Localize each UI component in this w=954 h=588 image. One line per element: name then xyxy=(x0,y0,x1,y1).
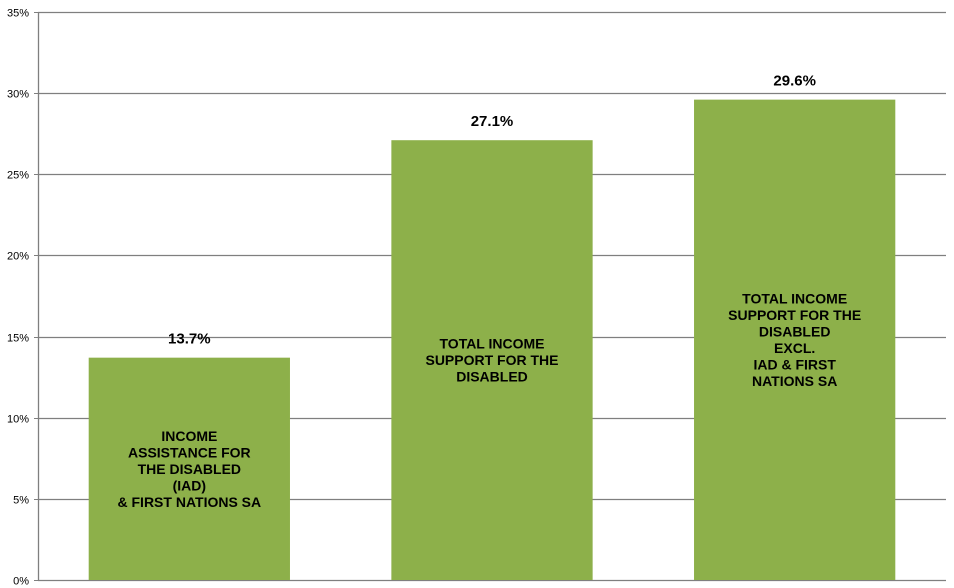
bar-category-label-line: INCOME xyxy=(161,428,217,444)
bar-category-label-line: TOTAL INCOME xyxy=(440,336,545,352)
bars xyxy=(88,99,896,581)
bar xyxy=(88,357,290,580)
bar-category-label-line: NATIONS SA xyxy=(752,373,837,389)
y-tick-label: 15% xyxy=(7,333,29,345)
bar-category-label-line: DISABLED xyxy=(759,324,831,340)
bar-category-label-line: SUPPORT FOR THE xyxy=(728,307,861,323)
bar xyxy=(391,140,593,580)
bar-category-label-line: & FIRST NATIONS SA xyxy=(118,494,262,510)
bar-value-label: 13.7% xyxy=(168,331,211,348)
bar-category-label-line: THE DISABLED xyxy=(138,461,241,477)
bar-value-label: 29.6% xyxy=(773,73,816,90)
bar-category-label-line: SUPPORT FOR THE xyxy=(425,352,558,368)
bar-category-label-line: ASSISTANCE FOR xyxy=(128,444,251,460)
y-tick-label: 10% xyxy=(7,414,29,426)
bar-category-label-line: TOTAL INCOME xyxy=(742,291,847,307)
y-tick-label: 25% xyxy=(7,170,29,182)
y-tick-label: 0% xyxy=(13,576,29,588)
bar-category-label-line: EXCL. xyxy=(774,340,815,356)
bar-category-label-line: (IAD) xyxy=(173,477,206,493)
bar-category-label: INCOME ASSISTANCE FOR THE DISABLED (IAD) & F… xyxy=(118,428,262,510)
y-tick-label: 35% xyxy=(7,8,29,20)
y-tick-label: 5% xyxy=(13,495,29,507)
data-labels: 13.7% INCOME ASSISTANCE FOR THE DISABLED (IA… xyxy=(118,73,862,510)
y-tick-label: 30% xyxy=(7,89,29,101)
y-axis: 0% 5% 10% 15% 20% 25% 30% 35% xyxy=(7,8,40,588)
bar-category-label: TOTAL INCOME SUPPORT FOR THE DISABLED xyxy=(425,336,558,385)
y-tick-label: 20% xyxy=(7,251,29,263)
bar-value-label: 27.1% xyxy=(471,113,514,130)
bar-category-label-line: DISABLED xyxy=(456,369,528,385)
bar-category-label-line: IAD & FIRST xyxy=(753,357,836,373)
bar-category-label: TOTAL INCOME SUPPORT FOR THE DISABLED EXCL.… xyxy=(728,291,861,390)
bar xyxy=(694,99,896,581)
